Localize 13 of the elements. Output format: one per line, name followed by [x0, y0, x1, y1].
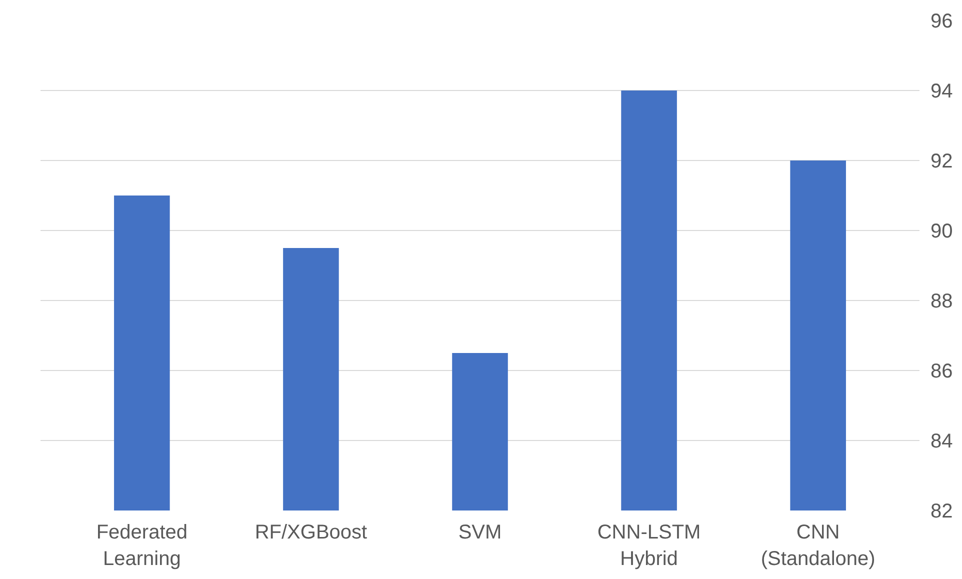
x-tick-label: Federated Learning [96, 522, 188, 570]
x-tick-label: RF/XGBoost [254, 522, 368, 544]
y-tick-label: 94 [930, 80, 953, 102]
y-tick-label: 90 [930, 220, 953, 242]
x-tick-label: SVM [458, 522, 502, 544]
y-tick-label: 96 [930, 10, 953, 32]
y-tick-label: 86 [930, 360, 953, 382]
y-tick-label: 92 [930, 150, 953, 172]
y-tick-label: 82 [930, 500, 953, 522]
x-tick-label: CNN (Standalone) [760, 522, 876, 570]
y-tick-label: 84 [930, 430, 953, 452]
x-tick-label: CNN-LSTM Hybrid [597, 522, 701, 570]
y-tick-label: 88 [930, 290, 953, 312]
